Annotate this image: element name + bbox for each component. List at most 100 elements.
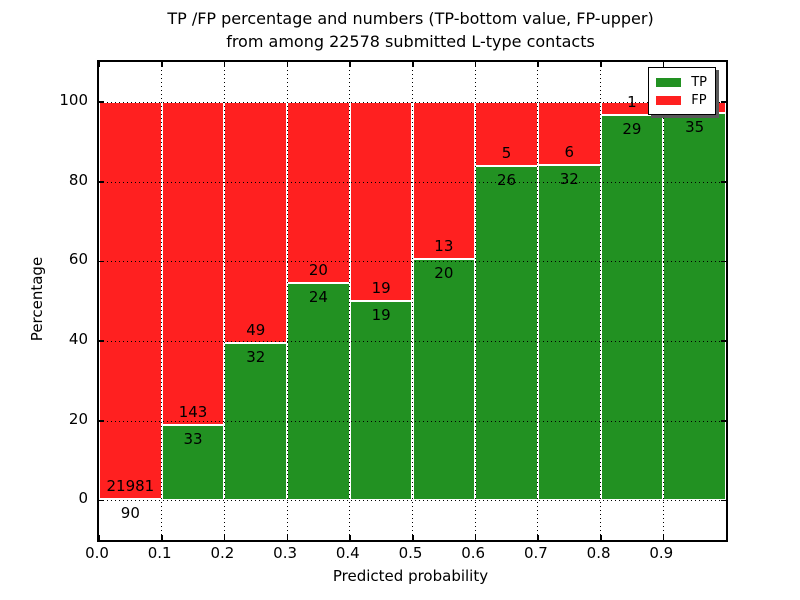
x-tick-mark [600, 62, 602, 67]
y-tick-mark [99, 260, 104, 263]
legend-label: FP [691, 92, 707, 108]
legend-entry-tp: TP [656, 73, 707, 91]
y-tick-label: 100 [59, 90, 88, 109]
y-tick-label: 20 [68, 409, 88, 428]
x-tick-mark [161, 535, 163, 540]
x-tick-label: 0.3 [273, 544, 298, 562]
y-tick-mark [721, 181, 726, 183]
bar-0.4-0.5 [349, 62, 413, 540]
bar-0.8-0.9 [600, 62, 664, 540]
y-tick-mark [99, 101, 104, 103]
x-tick-mark [223, 535, 226, 540]
x-tick-mark [349, 535, 351, 540]
x-tick-label: 0.6 [461, 544, 486, 562]
tp-segment [349, 301, 413, 501]
tp-count-label: 24 [308, 287, 328, 306]
bar-0.6-0.7 [475, 62, 538, 540]
x-tick-mark [349, 62, 351, 67]
x-tick-label: 0.9 [649, 544, 674, 562]
tp-count-label: 33 [183, 430, 203, 449]
x-tick-mark [286, 535, 289, 540]
bar-0.0-0.1 [99, 62, 162, 540]
tp-segment [600, 115, 664, 501]
x-tick-label: 0.4 [335, 544, 360, 562]
tp-count-label: 19 [371, 306, 391, 324]
x-tick-mark [98, 535, 100, 540]
tp-count-label: 35 [685, 117, 705, 136]
y-tick-label: 80 [68, 170, 88, 189]
x-tick-mark [98, 62, 100, 67]
ticks-layer [98, 62, 726, 540]
tp-segment [537, 164, 601, 501]
fp-count-label: 143 [178, 403, 208, 422]
x-tick-label: 0.2 [210, 544, 235, 562]
y-tick-mark [99, 499, 104, 502]
y-tick-label: 60 [68, 250, 88, 269]
x-tick-mark [161, 62, 163, 67]
x-tick-mark [474, 62, 477, 67]
tp-swatch [656, 77, 682, 87]
fp-count-label: 21981 [106, 476, 155, 495]
y-tick-mark [99, 420, 104, 422]
y-tick-label: 40 [68, 329, 88, 348]
tp-count-label: 32 [559, 169, 579, 188]
x-axis-label: Predicted probability [332, 567, 489, 585]
fp-swatch [656, 95, 682, 105]
fp-segment [349, 101, 413, 301]
y-tick-mark [721, 340, 726, 342]
fp-count-label: 13 [434, 236, 454, 255]
x-tick-mark [286, 62, 289, 67]
x-tick-label: 0.7 [523, 544, 548, 562]
x-tick-mark [412, 62, 414, 67]
tp-count-label: 26 [496, 171, 517, 190]
tp-segment [161, 425, 225, 501]
tp-count-label: 29 [622, 120, 642, 139]
chart-title-line1: TP /FP percentage and numbers (TP-bottom… [167, 9, 654, 28]
y-tick-mark [721, 260, 726, 263]
fp-segment [224, 101, 288, 343]
x-tick-mark [662, 535, 665, 540]
y-tick-mark [721, 420, 726, 422]
fp-count-label: 6 [564, 142, 574, 161]
x-tick-label: 0.0 [85, 544, 109, 562]
bar-0.3-0.4 [287, 62, 350, 540]
bar-labels-layer: 21981 90 143 33 49 32 20 24 19 19 13 20 5 26 6 32 1 29 35 [99, 62, 726, 540]
x-tick-mark [223, 62, 226, 67]
fp-count-label: 19 [371, 279, 391, 297]
x-tick-mark [474, 535, 477, 540]
chart-title: TP /FP percentage and numbers (TP-bottom… [97, 7, 724, 53]
x-tick-mark [537, 535, 539, 540]
x-tick-label: 0.1 [147, 544, 172, 562]
fp-count-label: 5 [501, 144, 512, 163]
tp-count-label: 32 [246, 347, 266, 366]
x-tick-mark [412, 535, 414, 540]
legend-entry-fp: FP [656, 91, 707, 109]
fp-segment [287, 101, 350, 283]
tp-segment [412, 258, 476, 501]
y-tick-label: 0 [78, 489, 88, 508]
y-axis-label: Percentage [28, 256, 46, 342]
tp-count-label: 20 [434, 263, 454, 282]
tp-count-label: 90 [120, 503, 140, 522]
bars-layer [99, 62, 726, 540]
fp-segment [99, 101, 162, 499]
chart-title-line2: from among 22578 submitted L-type contac… [226, 32, 595, 51]
x-tick-mark [600, 535, 602, 540]
y-tick-mark [721, 101, 726, 103]
legend-label: TP [691, 74, 707, 90]
fp-count-label: 20 [308, 260, 328, 279]
tp-segment [475, 166, 538, 501]
x-tick-label: 0.8 [586, 544, 611, 562]
tp-segment [287, 282, 350, 501]
y-tick-mark [99, 181, 104, 183]
legend: TP FP [648, 67, 716, 115]
x-tick-mark [537, 62, 539, 67]
tp-segment [663, 112, 726, 501]
y-tick-mark [721, 499, 726, 502]
y-tick-mark [99, 340, 104, 342]
bar-0.7-0.8 [537, 62, 601, 540]
plot-area: 21981 90 143 33 49 32 20 24 19 19 13 20 5 26 6 32 1 29 35 … [97, 60, 728, 542]
x-tick-label: 0.5 [398, 544, 423, 562]
fp-count-label: 49 [246, 320, 266, 339]
